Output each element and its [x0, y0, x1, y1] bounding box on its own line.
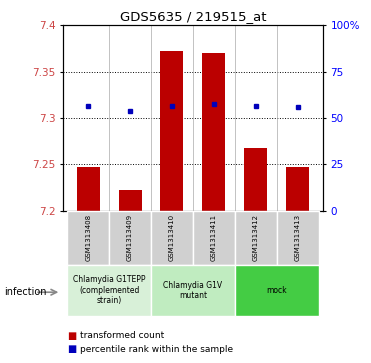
Bar: [67, 265, 151, 316]
Bar: [244, 148, 267, 211]
Text: infection: infection: [4, 287, 46, 297]
Bar: [161, 51, 184, 211]
Bar: [235, 211, 277, 265]
Bar: [151, 211, 193, 265]
Bar: [202, 53, 226, 211]
Bar: [77, 167, 100, 211]
Bar: [151, 265, 235, 316]
Text: GSM1313411: GSM1313411: [211, 214, 217, 261]
Text: GSM1313410: GSM1313410: [169, 214, 175, 261]
Text: GSM1313412: GSM1313412: [253, 214, 259, 261]
Bar: [119, 190, 142, 211]
Text: Chlamydia G1TEPP
(complemented
strain): Chlamydia G1TEPP (complemented strain): [73, 276, 145, 305]
Text: GSM1313409: GSM1313409: [127, 214, 133, 261]
Bar: [277, 211, 319, 265]
Text: percentile rank within the sample: percentile rank within the sample: [80, 345, 233, 354]
Bar: [67, 211, 109, 265]
Bar: [235, 265, 319, 316]
Bar: [109, 211, 151, 265]
Bar: [286, 167, 309, 211]
Title: GDS5635 / 219515_at: GDS5635 / 219515_at: [120, 10, 266, 23]
Text: GSM1313408: GSM1313408: [85, 214, 91, 261]
Text: GSM1313413: GSM1313413: [295, 214, 301, 261]
Text: mock: mock: [266, 286, 287, 295]
Text: ■: ■: [67, 344, 76, 354]
Text: transformed count: transformed count: [80, 331, 164, 340]
Text: Chlamydia G1V
mutant: Chlamydia G1V mutant: [163, 281, 223, 300]
Bar: [193, 211, 235, 265]
Text: ■: ■: [67, 331, 76, 341]
